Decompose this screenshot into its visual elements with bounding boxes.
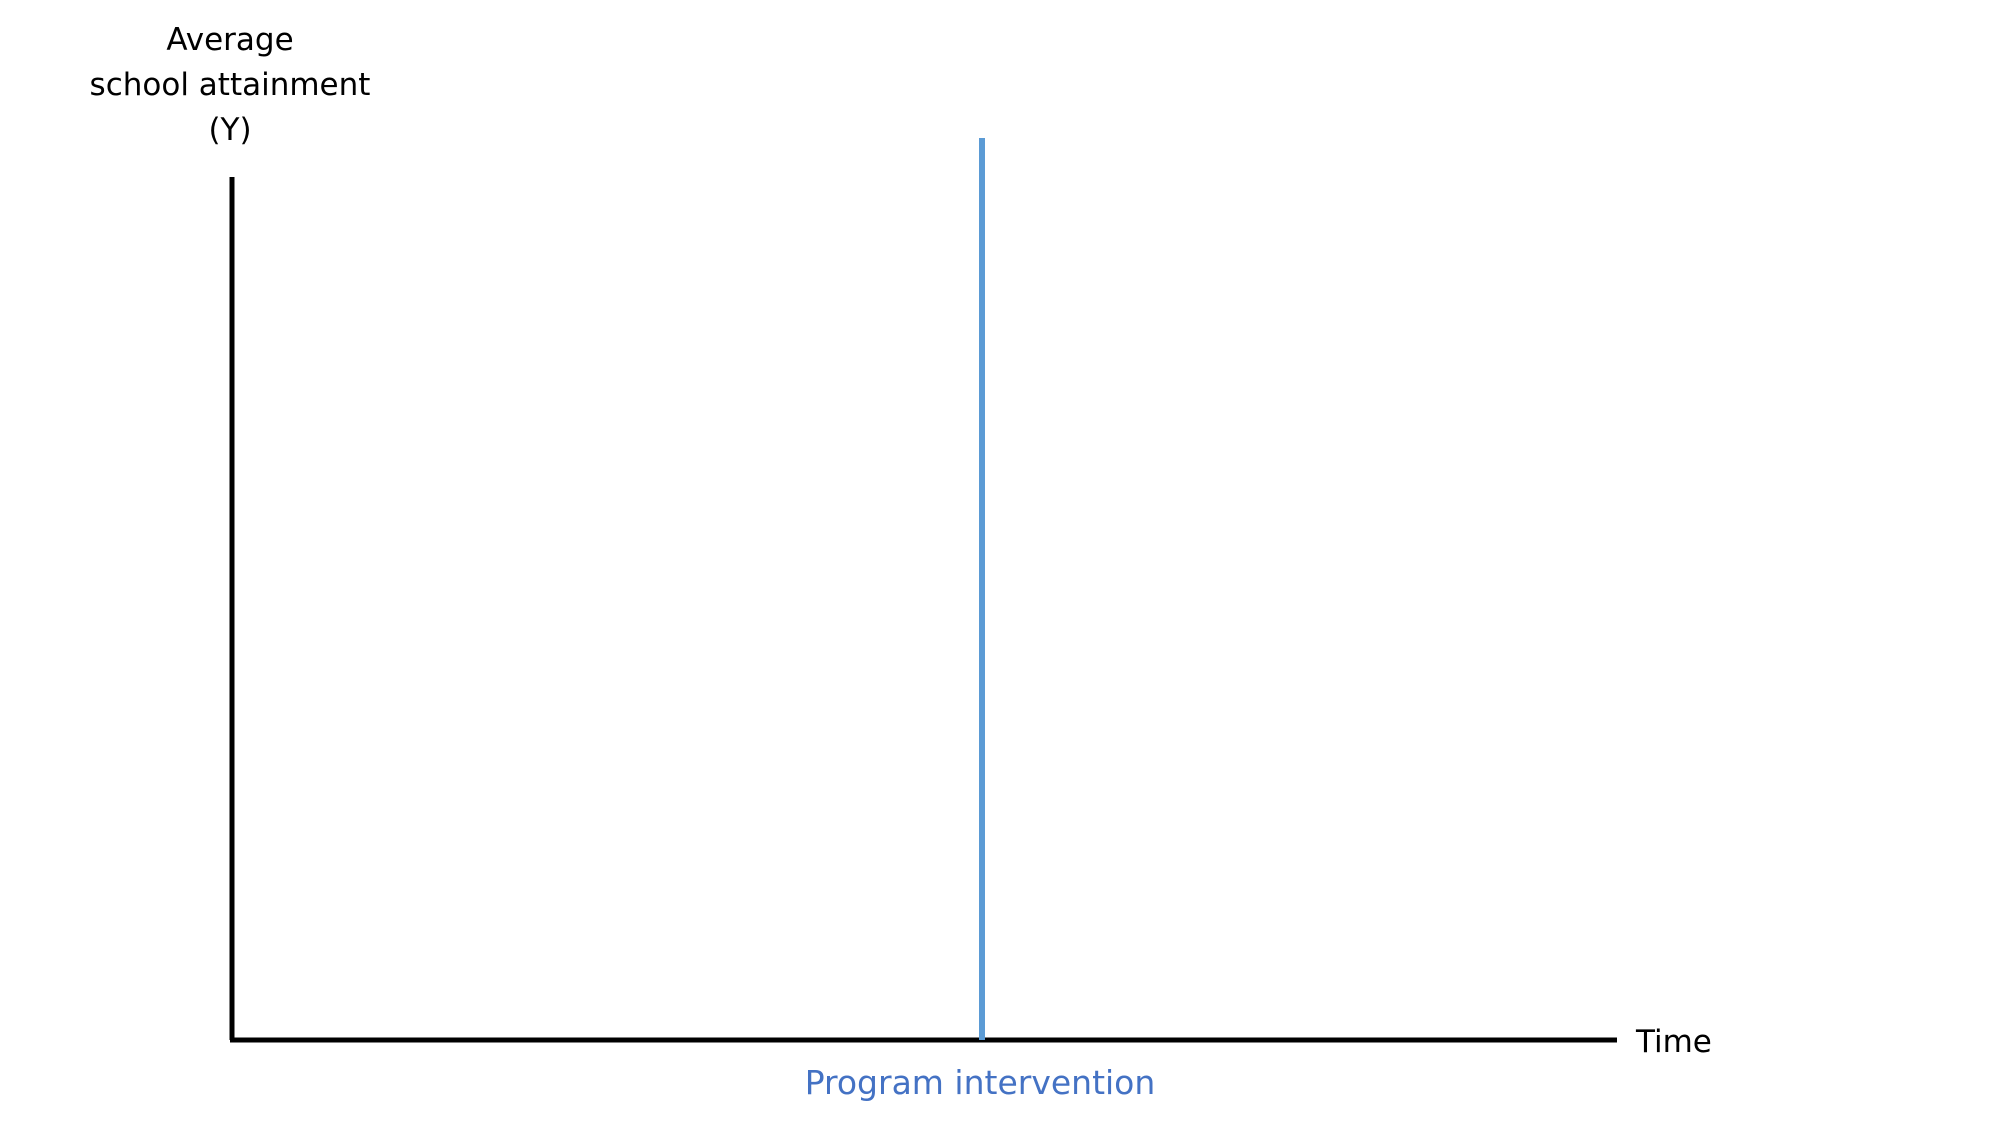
y-axis-label-line-2: school attainment xyxy=(89,67,371,103)
y-axis-label: Average school attainment (Y) xyxy=(80,18,380,153)
y-axis-label-line-1: Average xyxy=(166,22,294,58)
intervention-label: Program intervention xyxy=(804,1063,1156,1102)
y-axis-label-line-3: (Y) xyxy=(208,112,252,148)
x-axis-label: Time xyxy=(1636,1024,1712,1060)
